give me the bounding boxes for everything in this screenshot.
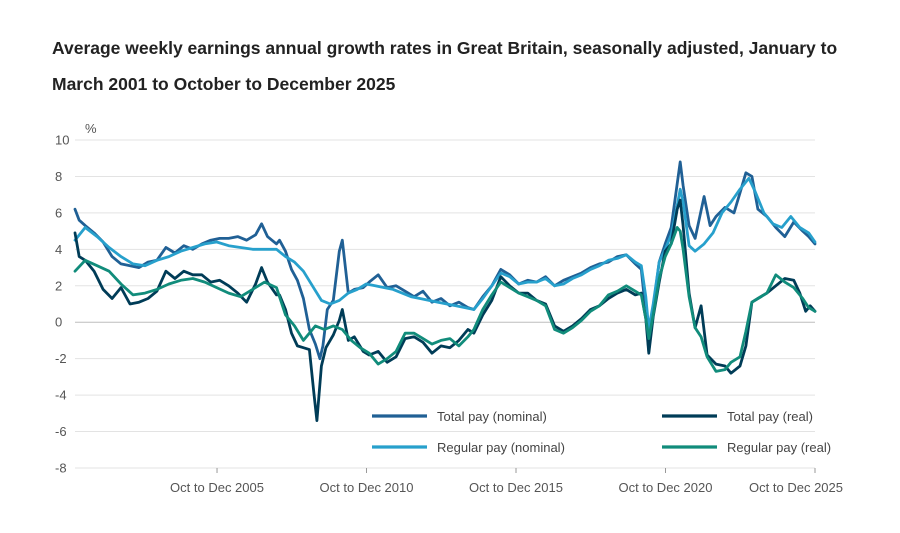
y-tick-label: 2 <box>55 278 62 293</box>
y-tick-label: 6 <box>55 205 62 220</box>
y-tick-label: 8 <box>55 169 62 184</box>
legend-label: Regular pay (nominal) <box>437 440 565 455</box>
y-axis-unit-label: % <box>85 121 97 136</box>
y-tick-label: -2 <box>55 351 67 366</box>
legend-item: Regular pay (nominal) <box>372 440 565 455</box>
legend-label: Total pay (nominal) <box>437 409 547 424</box>
chart-title: Average weekly earnings annual growth ra… <box>52 38 838 94</box>
y-tick-label: -8 <box>55 461 67 476</box>
series-line-total-pay-real <box>73 198 817 422</box>
series-line-regular-pay-nominal <box>73 176 817 331</box>
legend-item: Total pay (real) <box>662 409 813 424</box>
x-tick-label: Oct to Dec 2005 <box>170 480 264 495</box>
x-tick-label: Oct to Dec 2015 <box>469 480 563 495</box>
x-tick-label: Oct to Dec 2020 <box>619 480 713 495</box>
series-lines <box>73 160 817 422</box>
gridlines <box>75 139 815 469</box>
x-tick-label: Oct to Dec 2010 <box>320 480 414 495</box>
legend-label: Regular pay (real) <box>727 440 831 455</box>
x-tick-label: Oct to Dec 2025 <box>749 480 843 495</box>
legend: Total pay (nominal) Total pay (real) Regul… <box>372 409 831 455</box>
legend-item: Total pay (nominal) <box>372 409 547 424</box>
y-tick-label: -6 <box>55 424 67 439</box>
y-tick-label: 0 <box>55 315 62 330</box>
legend-item: Regular pay (real) <box>662 440 831 455</box>
legend-label: Total pay (real) <box>727 409 813 424</box>
series-line-regular-pay-real <box>73 226 817 373</box>
y-tick-label: 10 <box>55 133 69 148</box>
series-line-total-pay-nominal <box>73 160 817 361</box>
y-tick-label: -4 <box>55 388 67 403</box>
y-tick-label: 4 <box>55 242 62 257</box>
axes: 10 8 6 4 2 0 -2 -4 -6 -8% Oct to Dec 2005 Oct to De… <box>55 121 843 495</box>
